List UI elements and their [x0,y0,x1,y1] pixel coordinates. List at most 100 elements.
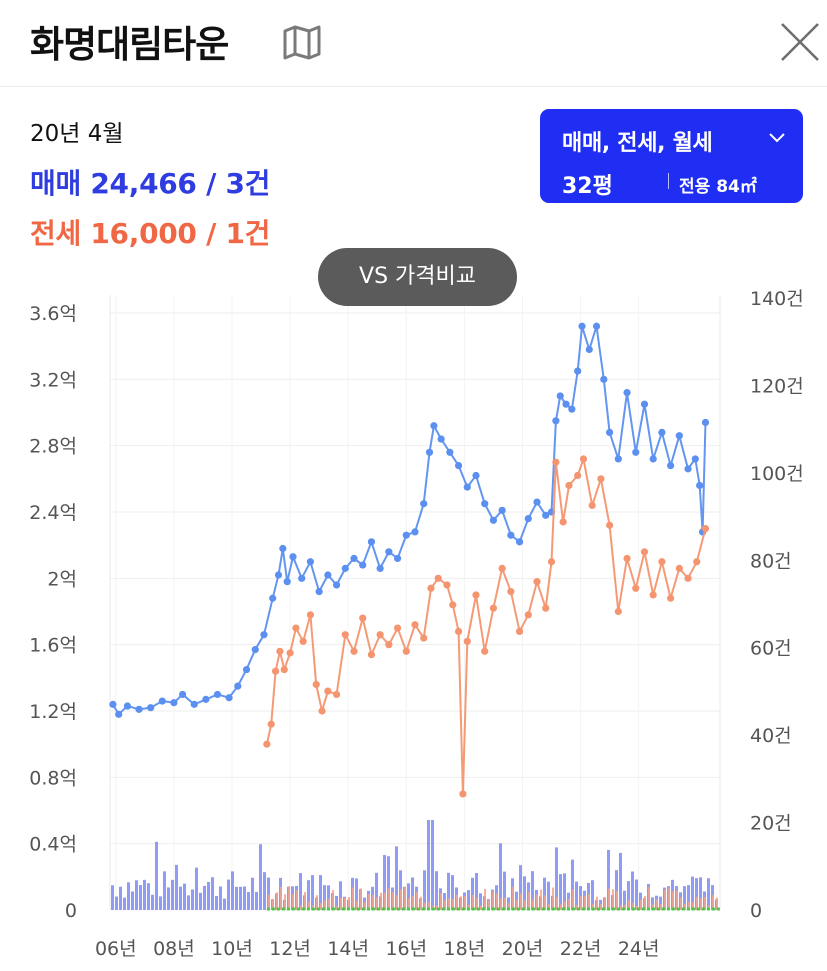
volume-bar-jeonse [628,900,630,910]
volume-bar-jeonse [524,900,526,910]
volume-bar-jeonse [688,901,690,910]
volume-bar-sale [235,886,238,910]
volume-bar-sale [147,883,150,910]
volume-bar-jeonse [268,894,270,910]
jeonse-price-point [481,647,489,655]
vs-compare-button[interactable]: VS 가격비교 [318,248,517,306]
volume-bar-jeonse [584,895,586,910]
volume-bar-sale [467,890,470,910]
volume-bar-sale [651,897,654,910]
volume-bar-sale [615,870,618,910]
volume-bar-jeonse [632,903,634,910]
volume-bar-sale [695,878,698,910]
sale-price-point [614,455,622,463]
sale-price-point [667,461,675,470]
volume-bar-jeonse [348,896,350,910]
volume-bar-jeonse [692,901,694,910]
volume-bar-sale [151,894,154,910]
x-tick-label: 24년 [618,938,660,960]
volume-bar-jeonse [516,899,518,910]
sale-price-point [298,574,306,582]
volume-bar-jeonse [568,898,570,910]
y-left-tick-label: 0 [65,900,77,922]
y-right-tick-label: 0 [750,900,762,922]
sale-price-point [324,571,332,579]
volume-bar-sale [499,843,502,910]
sale-price-point [411,528,419,536]
sale-price-point [623,389,631,397]
close-icon[interactable] [778,20,822,64]
volume-bar-sale [207,881,210,910]
volume-bar-jeonse [404,886,406,910]
x-tick-label: 22년 [560,938,602,960]
volume-bar-jeonse [344,897,346,910]
sale-price-point [179,690,187,699]
volume-bar-jeonse [512,886,514,910]
sale-price-point [524,515,532,523]
jeonse-price-point [420,634,428,642]
sale-summary: 매매 24,466 / 3건 [30,167,271,200]
sale-price-point [242,665,251,674]
volume-bar-jeonse [648,887,650,910]
sale-price-point [190,700,198,708]
volume-bar-sale [479,893,482,910]
sale-price-point [367,538,376,546]
sale-price-point [696,481,704,490]
volume-bar-jeonse [532,899,534,910]
volume-bar-sale [167,887,170,910]
volume-bar-sale [423,870,426,910]
volume-bar-sale [195,867,198,910]
y-right-tick-label: 120건 [750,375,804,397]
volume-bar-sale [707,878,710,910]
volume-bar-sale [559,874,562,910]
filter-dropdown[interactable]: 매매, 전세, 월세 32평 전용 84㎡ [540,109,803,203]
volume-bar-jeonse [316,895,318,910]
volume-bar-sale [411,877,414,910]
sale-price-point [234,682,242,690]
volume-bar-sale [115,896,118,910]
y-left-tick-label: 2.4억 [29,502,77,524]
volume-bar-jeonse [696,896,698,910]
volume-bar-jeonse [508,903,510,910]
sale-price-point [556,392,564,400]
jeonse-price-point [640,548,649,556]
jeonse-price-point [306,611,315,619]
jeonse-price-point [632,584,640,592]
jeonse-price-point [684,574,692,582]
sale-price-point [332,581,341,589]
volume-bar-jeonse [552,887,554,910]
volume-bar-jeonse [448,898,450,910]
sale-price-point [202,695,210,703]
volume-bar-jeonse [500,898,502,910]
jeonse-price-point [588,501,596,509]
y-left-tick-label: 1.6억 [29,635,77,657]
volume-bar-sale [227,879,230,910]
volume-bar-sale [575,881,578,910]
selected-date: 20년 4월 [30,121,124,147]
x-tick-label: 16년 [385,938,427,960]
volume-bar-jeonse [444,899,446,910]
sale-price-point [350,554,358,563]
sale-price-point [472,471,480,480]
volume-bar-jeonse [460,896,462,910]
volume-bar-sale [427,820,430,910]
volume-bar-sale [299,873,302,910]
volume-bar-sale [307,880,310,910]
y-right-tick-label: 140건 [750,288,804,310]
volume-bar-jeonse [412,895,414,910]
map-icon[interactable] [282,24,322,60]
volume-bar-jeonse [624,904,626,910]
volume-bar-jeonse [352,887,354,910]
volume-bar-jeonse [304,892,306,910]
volume-bar-jeonse [468,904,470,910]
volume-bar-jeonse [384,892,386,910]
volume-bar-jeonse [332,890,334,910]
volume-bar-jeonse [580,896,582,910]
sale-price-point [213,690,222,699]
jeonse-price-point [472,591,480,599]
sale-price-point [402,531,410,539]
volume-bar-sale [255,891,258,910]
volume-bar-sale [375,872,378,910]
volume-bar-sale [183,883,186,910]
volume-bar-jeonse [684,903,686,910]
